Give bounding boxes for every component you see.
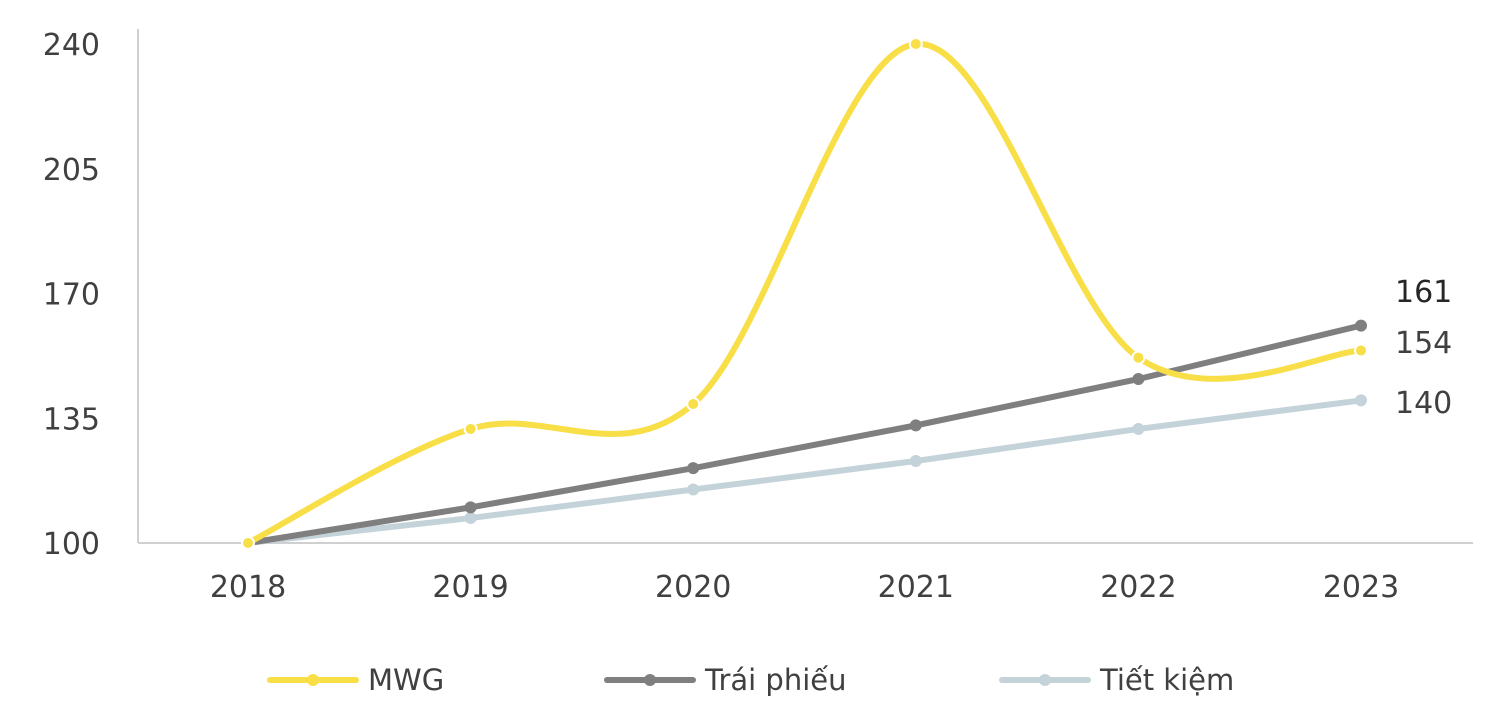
data-point-trai-phieu: [687, 462, 700, 475]
legend-marker-mwg: [307, 674, 319, 686]
series-layer: [241, 37, 1368, 550]
end-label-tiet-kiem: 140: [1395, 386, 1452, 421]
data-point-mwg: [463, 421, 478, 436]
x-tick-label: 2019: [432, 570, 508, 605]
legend: MWG Trái phiếu Tiết kiệm: [267, 663, 1234, 697]
data-point-mwg: [908, 37, 923, 51]
data-point-mwg: [1131, 350, 1146, 365]
x-tick-label: 2018: [210, 570, 286, 605]
y-tick-label: 205: [43, 153, 100, 188]
y-tick-label: 240: [43, 28, 100, 63]
y-tick-label: 170: [43, 278, 100, 313]
data-point-trai-phieu: [1132, 373, 1145, 386]
legend-label-mwg: MWG: [368, 663, 444, 697]
data-point-tiet-kiem: [909, 455, 922, 468]
x-tick-label: 2022: [1100, 570, 1176, 605]
data-point-tiet-kiem: [1132, 422, 1145, 435]
end-labels: 154 161 140: [1395, 275, 1452, 421]
data-point-mwg: [241, 536, 255, 550]
legend-label-tiet-kiem: Tiết kiệm: [1099, 663, 1234, 697]
data-point-mwg: [1354, 343, 1368, 358]
data-point-mwg: [686, 396, 701, 411]
y-tick-label: 135: [43, 402, 100, 437]
series-line-tiet-kiem: [245, 397, 1364, 546]
data-point-trai-phieu: [1355, 319, 1367, 332]
data-point-tiet-kiem: [464, 512, 477, 525]
data-point-tiet-kiem: [1355, 394, 1367, 407]
y-axis-ticks: 100 135 170 205 240: [43, 28, 100, 562]
x-axis-ticks: 2018 2019 2020 2021 2022 2023: [210, 570, 1399, 605]
end-label-mwg: 154: [1395, 326, 1452, 361]
x-tick-label: 2023: [1323, 570, 1399, 605]
legend-marker-trai-phieu: [644, 674, 656, 686]
x-tick-label: 2020: [655, 570, 731, 605]
data-point-trai-phieu: [464, 501, 477, 514]
series-line-trai-phieu: [245, 322, 1364, 546]
y-tick-label: 100: [43, 527, 100, 562]
data-point-trai-phieu: [909, 419, 922, 432]
legend-label-trai-phieu: Trái phiếu: [704, 663, 847, 697]
series-line-mwg: [245, 40, 1364, 546]
legend-marker-tiet-kiem: [1039, 674, 1051, 686]
end-label-trai-phieu: 161: [1395, 275, 1452, 310]
x-tick-label: 2021: [878, 570, 954, 605]
data-point-tiet-kiem: [687, 483, 700, 496]
